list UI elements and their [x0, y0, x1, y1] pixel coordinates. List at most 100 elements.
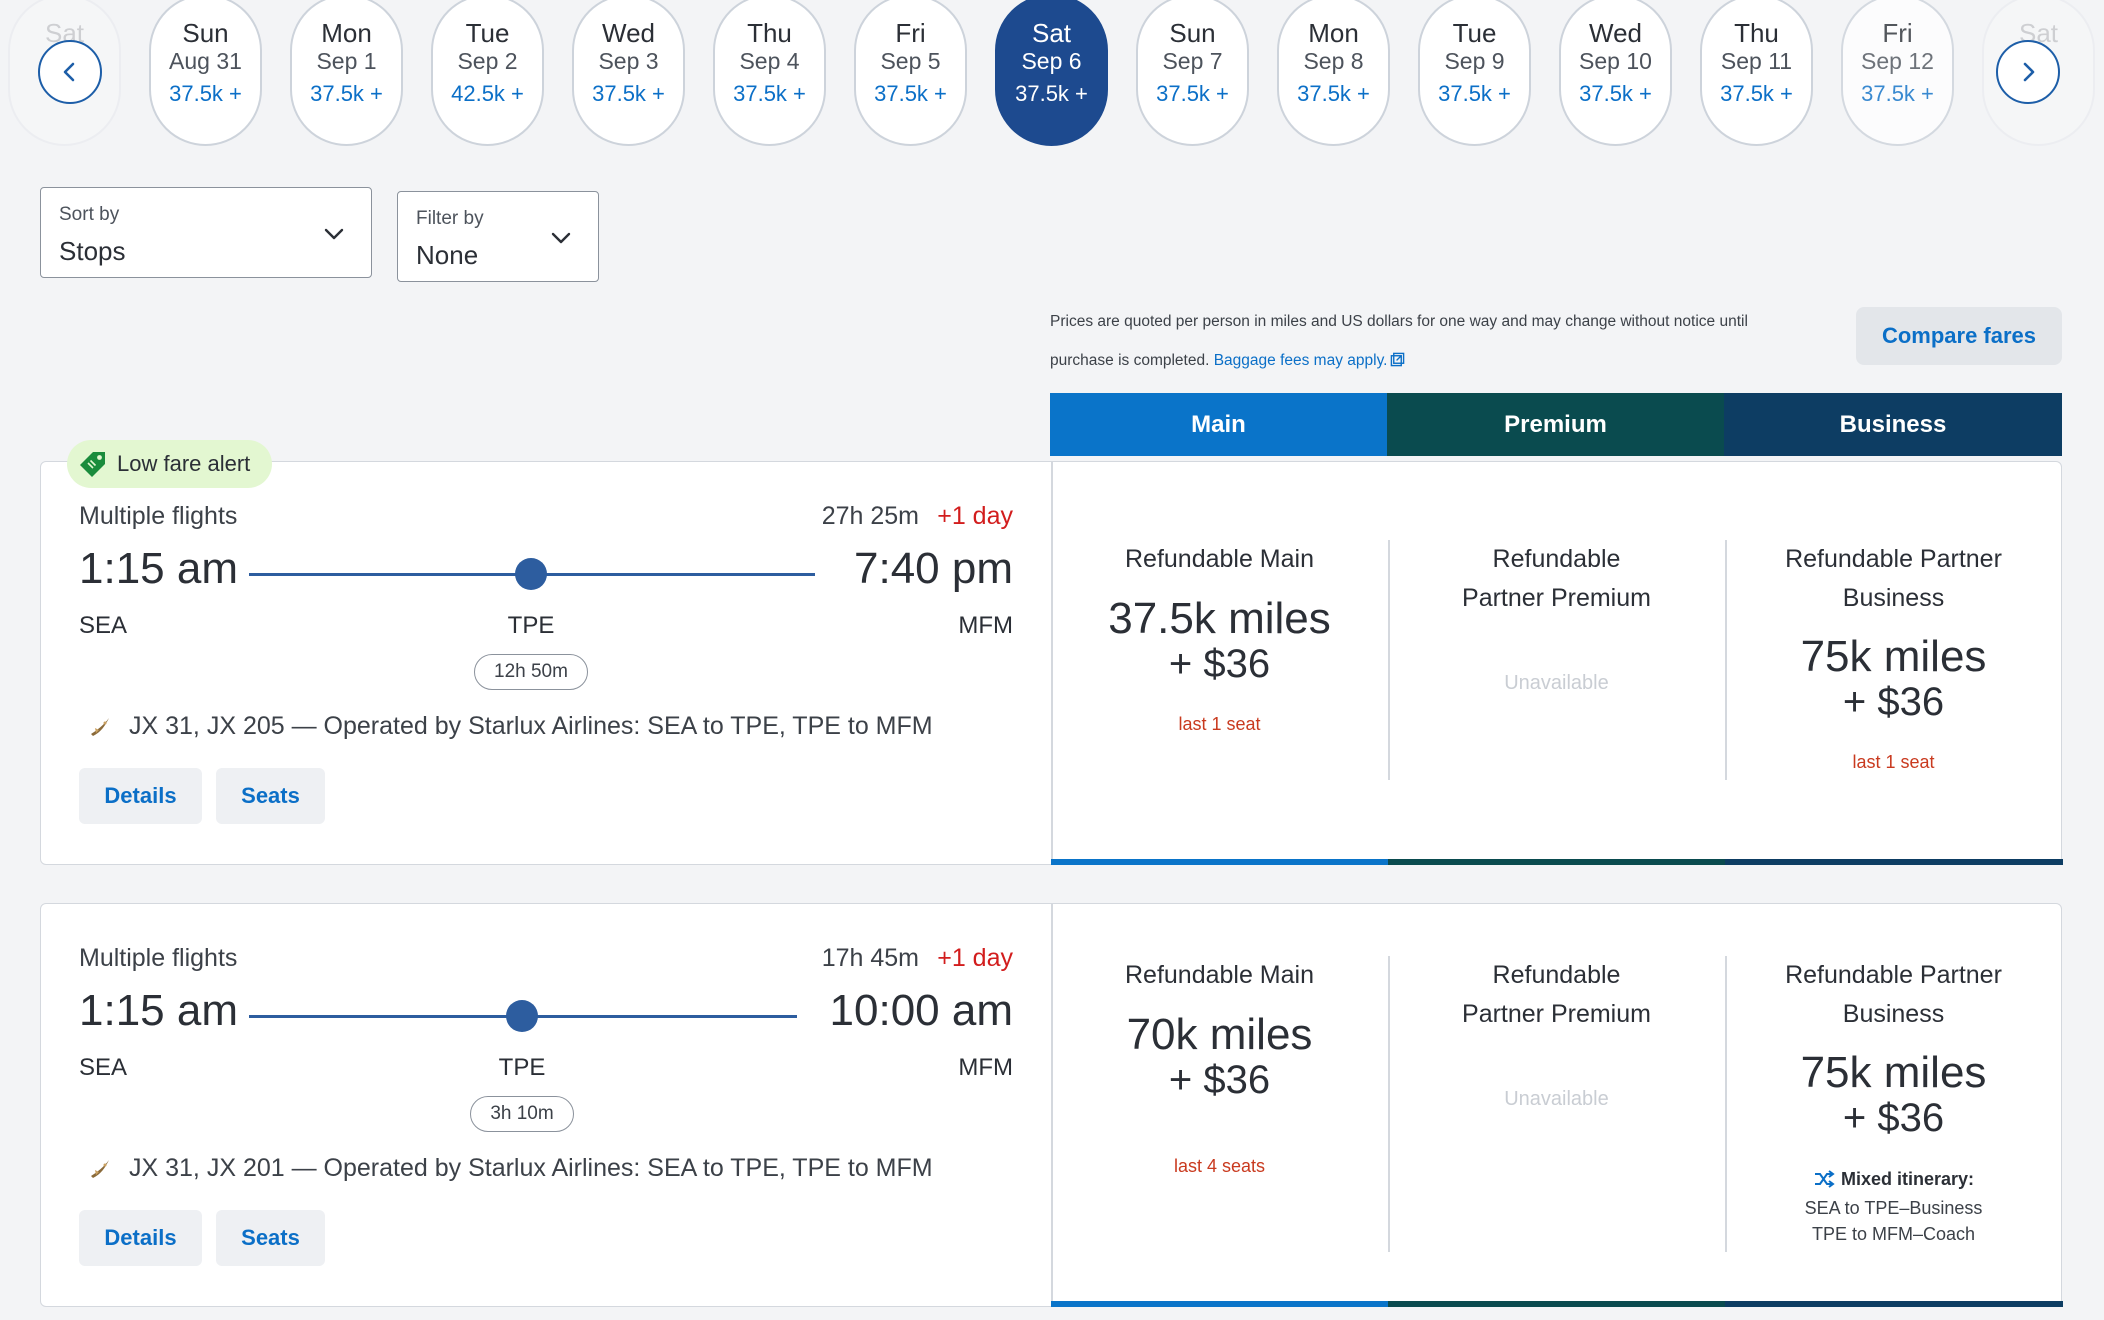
date-pill[interactable]: Wed Sep 10 37.5k +	[1559, 0, 1672, 146]
operated-by: JX 31, JX 205 — Operated by Starlux Airl…	[87, 712, 933, 741]
date-dow: Tue	[465, 18, 510, 48]
chevron-left-icon	[63, 62, 75, 82]
date-dow: Wed	[602, 18, 655, 48]
filter-select[interactable]: Filter by None	[397, 191, 599, 282]
date-price: 42.5k +	[451, 81, 524, 106]
fare-seats-left: last 1 seat	[1852, 752, 1935, 772]
fare-usd: + $36	[1842, 1096, 1945, 1140]
sort-select[interactable]: Sort by Stops	[40, 187, 372, 278]
date-pill[interactable]: Tue Sep 2 42.5k +	[431, 0, 544, 146]
mixed-itinerary: Mixed itinerary: SEA to TPE–Business TPE…	[1725, 1166, 2062, 1247]
layover-duration: 12h 50m	[474, 654, 588, 690]
date-carousel: Sat + Sun Aug 31 37.5k + Mon Sep 1 37.5k…	[0, 0, 2104, 150]
fare-usd: + $36	[1842, 680, 1945, 724]
fare-separator	[1725, 956, 1727, 1252]
date-dow: Fri	[1882, 18, 1913, 48]
fare-business[interactable]: Refundable Partner Business 75k miles + …	[1725, 462, 2062, 864]
stop-dot	[506, 1000, 538, 1032]
date-price: 37.5k +	[1861, 81, 1934, 106]
filter-label: Filter by	[416, 208, 484, 229]
seats-button[interactable]: Seats	[216, 768, 325, 824]
baggage-fees-link-text: Baggage fees may apply.	[1213, 352, 1388, 369]
starlux-logo-icon	[91, 717, 109, 736]
flight-summary: Multiple flights 27h 25m +1 day 1:15 am …	[41, 462, 1051, 864]
date-pill[interactable]: Wed Sep 3 37.5k +	[572, 0, 685, 146]
flight-card: Multiple flights 27h 25m +1 day 1:15 am …	[40, 461, 2063, 865]
date-price: 37.5k +	[169, 81, 242, 106]
fare-main[interactable]: Refundable Main 70k miles + $36 last 4 s…	[1051, 904, 1388, 1306]
external-link-icon	[1391, 352, 1405, 367]
date-price: 37.5k +	[733, 81, 806, 106]
fare-miles: 75k miles	[1800, 632, 1987, 681]
fare-title: Refundable Main	[1124, 961, 1314, 989]
premium-bar	[1388, 1301, 1725, 1307]
stop-code: TPE	[507, 612, 555, 639]
fare-miles: 70k miles	[1126, 1010, 1313, 1059]
date-pill[interactable]: Fri Sep 5 37.5k +	[854, 0, 967, 146]
fare-premium: Refundable Partner Premium Unavailable	[1388, 904, 1725, 1306]
fare-title: Refundable Partner Business	[1785, 545, 2002, 612]
origin-code: SEA	[79, 612, 128, 639]
fare-premium: Refundable Partner Premium Unavailable	[1388, 462, 1725, 864]
sort-label: Sort by	[59, 204, 120, 225]
fare-title: Refundable Partner Premium	[1462, 545, 1651, 612]
fare-title: Refundable Partner Premium	[1462, 961, 1651, 1028]
fare-separator	[1725, 540, 1727, 780]
fare-unavailable: Unavailable	[1504, 672, 1609, 694]
date-dow: Fri	[895, 18, 926, 48]
date-dow: Tue	[1452, 18, 1497, 48]
date-pill[interactable]: Tue Sep 9 37.5k +	[1418, 0, 1531, 146]
fare-business[interactable]: Refundable Partner Business 75k miles + …	[1725, 904, 2062, 1306]
date-price: 37.5k +	[592, 81, 665, 106]
price-tag-icon	[80, 452, 105, 477]
date-pill[interactable]: Thu Sep 4 37.5k +	[713, 0, 826, 146]
arrive-time: 7:40 pm	[854, 544, 1013, 593]
card-divider	[1051, 462, 1053, 864]
fare-title: Refundable Partner Business	[1785, 961, 2002, 1028]
plus-day-badge: +1 day	[937, 944, 1013, 972]
details-button[interactable]: Details	[79, 768, 202, 824]
date-price: 37.5k +	[310, 81, 383, 106]
sort-value: Stops	[59, 236, 126, 266]
tab-main[interactable]: Main	[1050, 393, 1387, 456]
date-dow: Thu	[747, 18, 792, 48]
date-date: Sep 10	[1579, 48, 1652, 74]
fare-usd: + $36	[1168, 1058, 1271, 1102]
price-notice-text: Prices are quoted per person in miles an…	[1050, 313, 1748, 369]
date-price: 37.5k +	[874, 81, 947, 106]
date-price: 37.5k +	[1015, 81, 1088, 106]
mixed-itinerary-leg1: SEA to TPE–Business	[1804, 1198, 1983, 1218]
destination-code: MFM	[958, 612, 1013, 639]
mixed-itinerary-leg2: TPE to MFM–Coach	[1811, 1224, 1976, 1244]
date-pill[interactable]: Mon Sep 8 37.5k +	[1277, 0, 1390, 146]
date-pill[interactable]: Sun Sep 7 37.5k +	[1136, 0, 1249, 146]
prev-dates-button[interactable]	[38, 40, 102, 104]
business-bar	[1725, 859, 2063, 865]
tab-premium[interactable]: Premium	[1387, 393, 1724, 456]
date-pill[interactable]: Sun Aug 31 37.5k +	[149, 0, 262, 146]
flight-type: Multiple flights	[79, 944, 238, 972]
baggage-fees-link[interactable]: Baggage fees may apply.	[1214, 352, 1406, 369]
date-pill[interactable]: Sat +	[8, 0, 121, 146]
plus-day-badge: +1 day	[937, 502, 1013, 530]
stop-code: TPE	[498, 1054, 546, 1081]
date-pill-selected[interactable]: Sat Sep 6 37.5k +	[995, 0, 1108, 146]
date-pill[interactable]: Thu Sep 11 37.5k +	[1700, 0, 1813, 146]
operated-by: JX 31, JX 201 — Operated by Starlux Airl…	[87, 1154, 933, 1183]
main-bar	[1051, 859, 1388, 865]
flight-type: Multiple flights	[79, 502, 238, 530]
date-price: 37.5k +	[1297, 81, 1370, 106]
details-button[interactable]: Details	[79, 1210, 202, 1266]
compare-fares-button[interactable]: Compare fares	[1856, 307, 2062, 365]
tab-business[interactable]: Business	[1724, 393, 2062, 456]
price-notice: Prices are quoted per person in miles an…	[1050, 302, 1810, 380]
fare-main[interactable]: Refundable Main 37.5k miles + $36 last 1…	[1051, 462, 1388, 864]
fare-seats-left: last 1 seat	[1178, 714, 1261, 734]
operated-by-text: JX 31, JX 201 — Operated by Starlux Airl…	[129, 1154, 933, 1182]
seats-button[interactable]: Seats	[216, 1210, 325, 1266]
depart-time: 1:15 am	[79, 544, 238, 593]
date-pill[interactable]: Mon Sep 1 37.5k +	[290, 0, 403, 146]
date-pill[interactable]: Fri Sep 12 37.5k +	[1841, 0, 1954, 146]
date-date: Sep 8	[1303, 48, 1364, 74]
next-dates-button[interactable]	[1996, 40, 2060, 104]
